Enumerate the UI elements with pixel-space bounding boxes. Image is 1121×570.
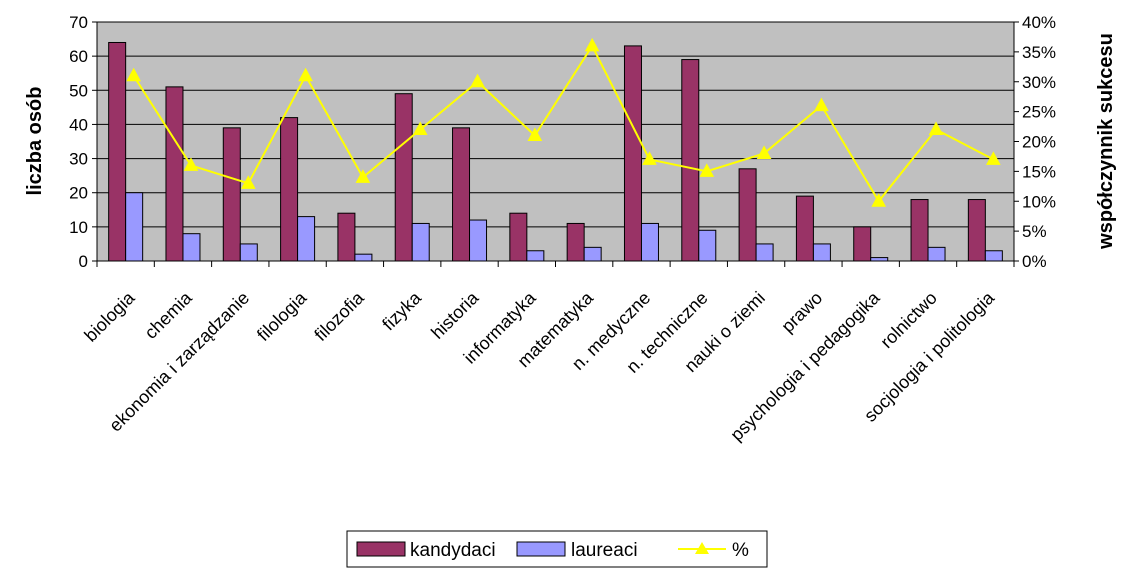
y-tick-label: 0 xyxy=(79,252,88,271)
y2-tick-label: 20% xyxy=(1022,133,1056,152)
point-percent-12 xyxy=(814,97,829,112)
legend-label-percent: % xyxy=(732,540,749,561)
category-label-0: biologia xyxy=(80,287,139,346)
bar-laureaci-6 xyxy=(469,219,488,262)
point-percent-3 xyxy=(298,67,313,82)
y2-tick-label: 10% xyxy=(1022,192,1056,211)
point-percent-7 xyxy=(527,127,543,142)
point-percent-14 xyxy=(928,121,944,136)
bar-laureaci-13 xyxy=(870,257,889,262)
bar-laureaci-8 xyxy=(583,246,602,262)
point-percent-2 xyxy=(240,175,256,189)
point-percent-8 xyxy=(584,37,600,52)
bar-laureaci-12 xyxy=(812,243,831,262)
y-tick-label: 40 xyxy=(69,115,88,134)
y2-tick-label: 35% xyxy=(1022,43,1056,62)
bar-kandydaci-9 xyxy=(623,45,642,262)
point-percent-13 xyxy=(871,193,887,207)
y2-tick-label: 15% xyxy=(1022,162,1056,181)
point-percent-15 xyxy=(986,151,1001,165)
y2-tick-label: 40% xyxy=(1022,13,1056,32)
category-label-5: fizyka xyxy=(378,287,425,334)
legend-label-laureaci: laureaci xyxy=(571,540,638,561)
bar-laureaci-14 xyxy=(927,246,946,262)
legend-label-kandydaci: kandydaci xyxy=(410,540,496,561)
bar-laureaci-11 xyxy=(755,243,774,262)
legend: kandydaci laureaci % xyxy=(346,530,768,568)
bar-kandydaci-12 xyxy=(795,195,814,262)
bar-kandydaci-8 xyxy=(566,222,585,262)
bar-kandydaci-4 xyxy=(337,212,356,262)
y2-tick-label: 5% xyxy=(1022,222,1047,241)
bar-kandydaci-14 xyxy=(910,199,929,262)
left-axis-title: liczba osób xyxy=(24,87,46,196)
bar-kandydaci-2 xyxy=(222,127,241,262)
category-label-12: prawo xyxy=(777,288,826,337)
y2-tick-label: 25% xyxy=(1022,103,1056,122)
y2-tick-label: 0% xyxy=(1022,252,1047,271)
success-rate-line xyxy=(126,37,1001,207)
point-percent-9 xyxy=(642,151,657,165)
category-label-4: filozofia xyxy=(310,287,368,345)
y-tick-label: 10 xyxy=(69,218,88,237)
bar-laureaci-15 xyxy=(984,250,1003,262)
y-tick-label: 60 xyxy=(69,47,88,66)
y-tick-label: 30 xyxy=(69,150,88,169)
category-label-1: chemia xyxy=(141,287,197,343)
point-percent-5 xyxy=(412,121,428,136)
bar-laureaci-7 xyxy=(526,250,545,262)
bar-kandydaci-3 xyxy=(280,117,299,262)
y-tick-label: 20 xyxy=(69,184,88,203)
bar-laureaci-9 xyxy=(640,222,659,262)
bar-kandydaci-5 xyxy=(394,93,413,262)
bar-kandydaci-10 xyxy=(681,59,700,262)
legend-swatch-kandydaci xyxy=(356,541,406,557)
bars xyxy=(108,41,1003,262)
bar-kandydaci-0 xyxy=(108,41,127,262)
bar-laureaci-0 xyxy=(125,192,144,262)
point-percent-10 xyxy=(699,163,715,177)
bar-kandydaci-15 xyxy=(967,199,986,262)
point-percent-0 xyxy=(126,67,141,82)
right-axis-title: współczynnik sukcesu xyxy=(1095,33,1117,250)
bar-laureaci-3 xyxy=(297,216,316,262)
y-tick-label: 50 xyxy=(69,81,88,100)
bar-kandydaci-13 xyxy=(853,226,872,262)
line-percent xyxy=(132,43,994,203)
point-percent-1 xyxy=(183,157,199,171)
point-percent-6 xyxy=(470,73,485,88)
left-axis-tick-labels: 0 10 20 30 40 50 60 70 xyxy=(69,13,88,271)
bar-laureaci-5 xyxy=(411,222,430,262)
bar-kandydaci-7 xyxy=(509,212,528,262)
right-axis-tick-labels: 0% 5% 10% 15% 20% 25% 30% 35% 40% xyxy=(1022,13,1056,271)
point-percent-4 xyxy=(355,169,371,183)
y2-tick-label: 30% xyxy=(1022,73,1056,92)
category-label-3: filologia xyxy=(253,287,311,345)
bar-kandydaci-1 xyxy=(165,86,184,262)
bar-laureaci-2 xyxy=(239,243,258,262)
category-label-6: historia xyxy=(427,287,483,343)
bar-kandydaci-11 xyxy=(738,168,757,262)
bar-laureaci-10 xyxy=(698,229,717,262)
point-percent-11 xyxy=(756,145,772,159)
legend-swatch-percent-marker xyxy=(695,542,709,554)
y-tick-label: 70 xyxy=(69,13,88,32)
bar-kandydaci-6 xyxy=(452,127,471,262)
plot-area xyxy=(96,21,1015,262)
bar-laureaci-1 xyxy=(182,233,201,262)
bar-laureaci-4 xyxy=(354,253,373,262)
legend-swatch-laureaci xyxy=(516,541,566,557)
axes xyxy=(92,21,1019,267)
